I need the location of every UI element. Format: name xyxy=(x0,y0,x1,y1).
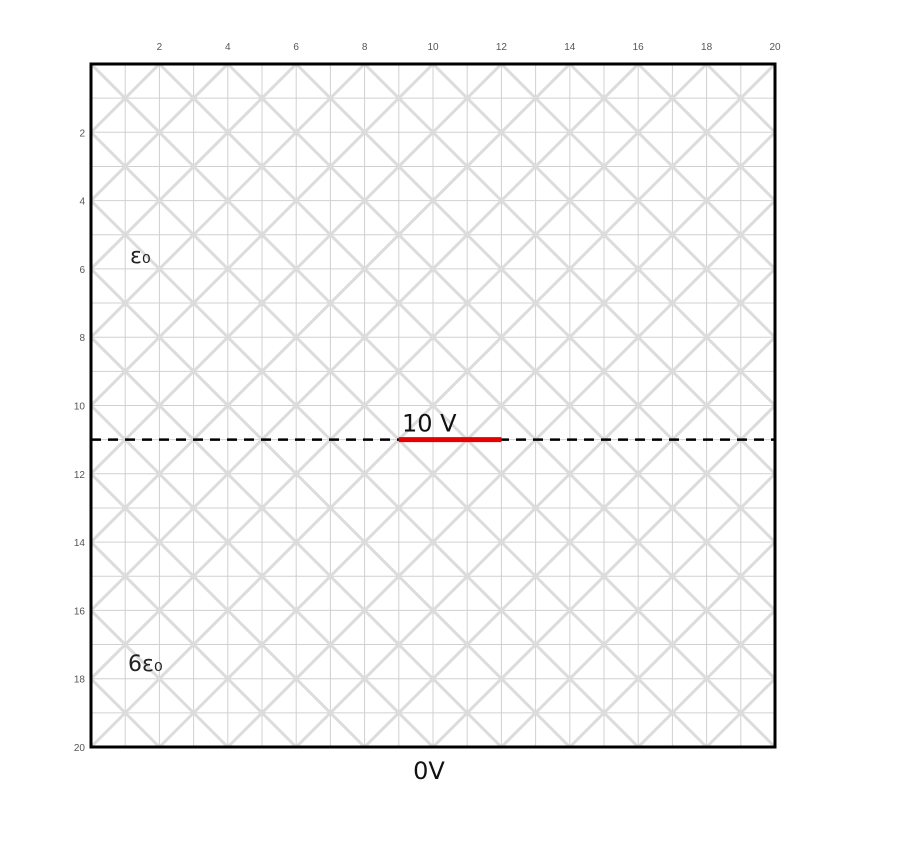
diagonal-line xyxy=(91,64,640,613)
diagonal-line xyxy=(91,64,571,545)
diagonal-line xyxy=(843,64,918,747)
diagonal-line xyxy=(91,64,366,340)
diagonal-line xyxy=(500,471,775,747)
upper-region-permittivity-label: ε₀ xyxy=(130,244,151,269)
diagonal-line xyxy=(568,539,775,747)
y-tick-label: 6 xyxy=(79,265,85,276)
diagonal-line xyxy=(0,64,23,747)
y-tick-label: 14 xyxy=(74,538,86,549)
diagonal-line xyxy=(295,266,775,747)
diagonal-line xyxy=(91,539,298,747)
y-tick-label: 8 xyxy=(79,333,85,344)
diagonal-line xyxy=(637,64,775,203)
x-axis-ticks: 2 4 6 8 10 12 14 16 18 20 xyxy=(157,42,781,53)
diagonal-line xyxy=(637,608,775,747)
y-tick-label: 16 xyxy=(74,606,86,617)
diagonal-line xyxy=(431,403,775,747)
x-tick-label: 10 xyxy=(427,42,439,53)
y-tick-label: 2 xyxy=(79,128,85,139)
diagonal-line xyxy=(568,64,775,272)
x-tick-label: 14 xyxy=(564,42,576,53)
plot-border xyxy=(89,62,777,749)
diagonal-line xyxy=(91,64,229,203)
diagonal-line xyxy=(91,403,435,747)
diagonal-lines xyxy=(0,64,918,747)
diagonal-line xyxy=(773,744,775,747)
diagonal-line xyxy=(158,130,775,747)
electrode-voltage-label: 10 V xyxy=(402,410,457,438)
y-axis-ticks: 2 4 6 8 10 12 14 16 18 20 xyxy=(74,128,86,754)
diagonal-line xyxy=(91,608,229,747)
x-tick-label: 12 xyxy=(496,42,508,53)
diagonal-line xyxy=(912,64,918,747)
y-tick-label: 12 xyxy=(74,470,86,481)
diagonal-line xyxy=(91,64,298,272)
x-tick-label: 20 xyxy=(769,42,781,53)
x-tick-label: 4 xyxy=(225,42,231,53)
y-tick-label: 20 xyxy=(74,743,86,754)
ground-voltage-label: 0V xyxy=(413,757,445,785)
x-tick-label: 6 xyxy=(293,42,299,53)
diagonal-line xyxy=(91,64,775,747)
diagonal-line xyxy=(363,335,775,747)
grid-lines xyxy=(91,64,775,747)
diagonal-line xyxy=(773,64,775,67)
y-tick-label: 18 xyxy=(74,675,86,686)
lower-region-permittivity-label: 6ε₀ xyxy=(128,652,163,677)
diagonal-line xyxy=(226,198,775,747)
diagonal-line xyxy=(91,471,366,747)
x-tick-label: 16 xyxy=(633,42,645,53)
y-tick-label: 10 xyxy=(74,402,86,413)
diagonal-line xyxy=(91,64,435,408)
diagonal-line xyxy=(91,64,708,681)
diagonal-line xyxy=(500,64,775,340)
diagonal-line xyxy=(91,64,503,476)
y-tick-label: 4 xyxy=(79,197,85,208)
x-tick-label: 2 xyxy=(157,42,163,53)
x-tick-label: 18 xyxy=(701,42,713,53)
diagonal-line xyxy=(431,64,775,408)
x-tick-label: 8 xyxy=(362,42,368,53)
